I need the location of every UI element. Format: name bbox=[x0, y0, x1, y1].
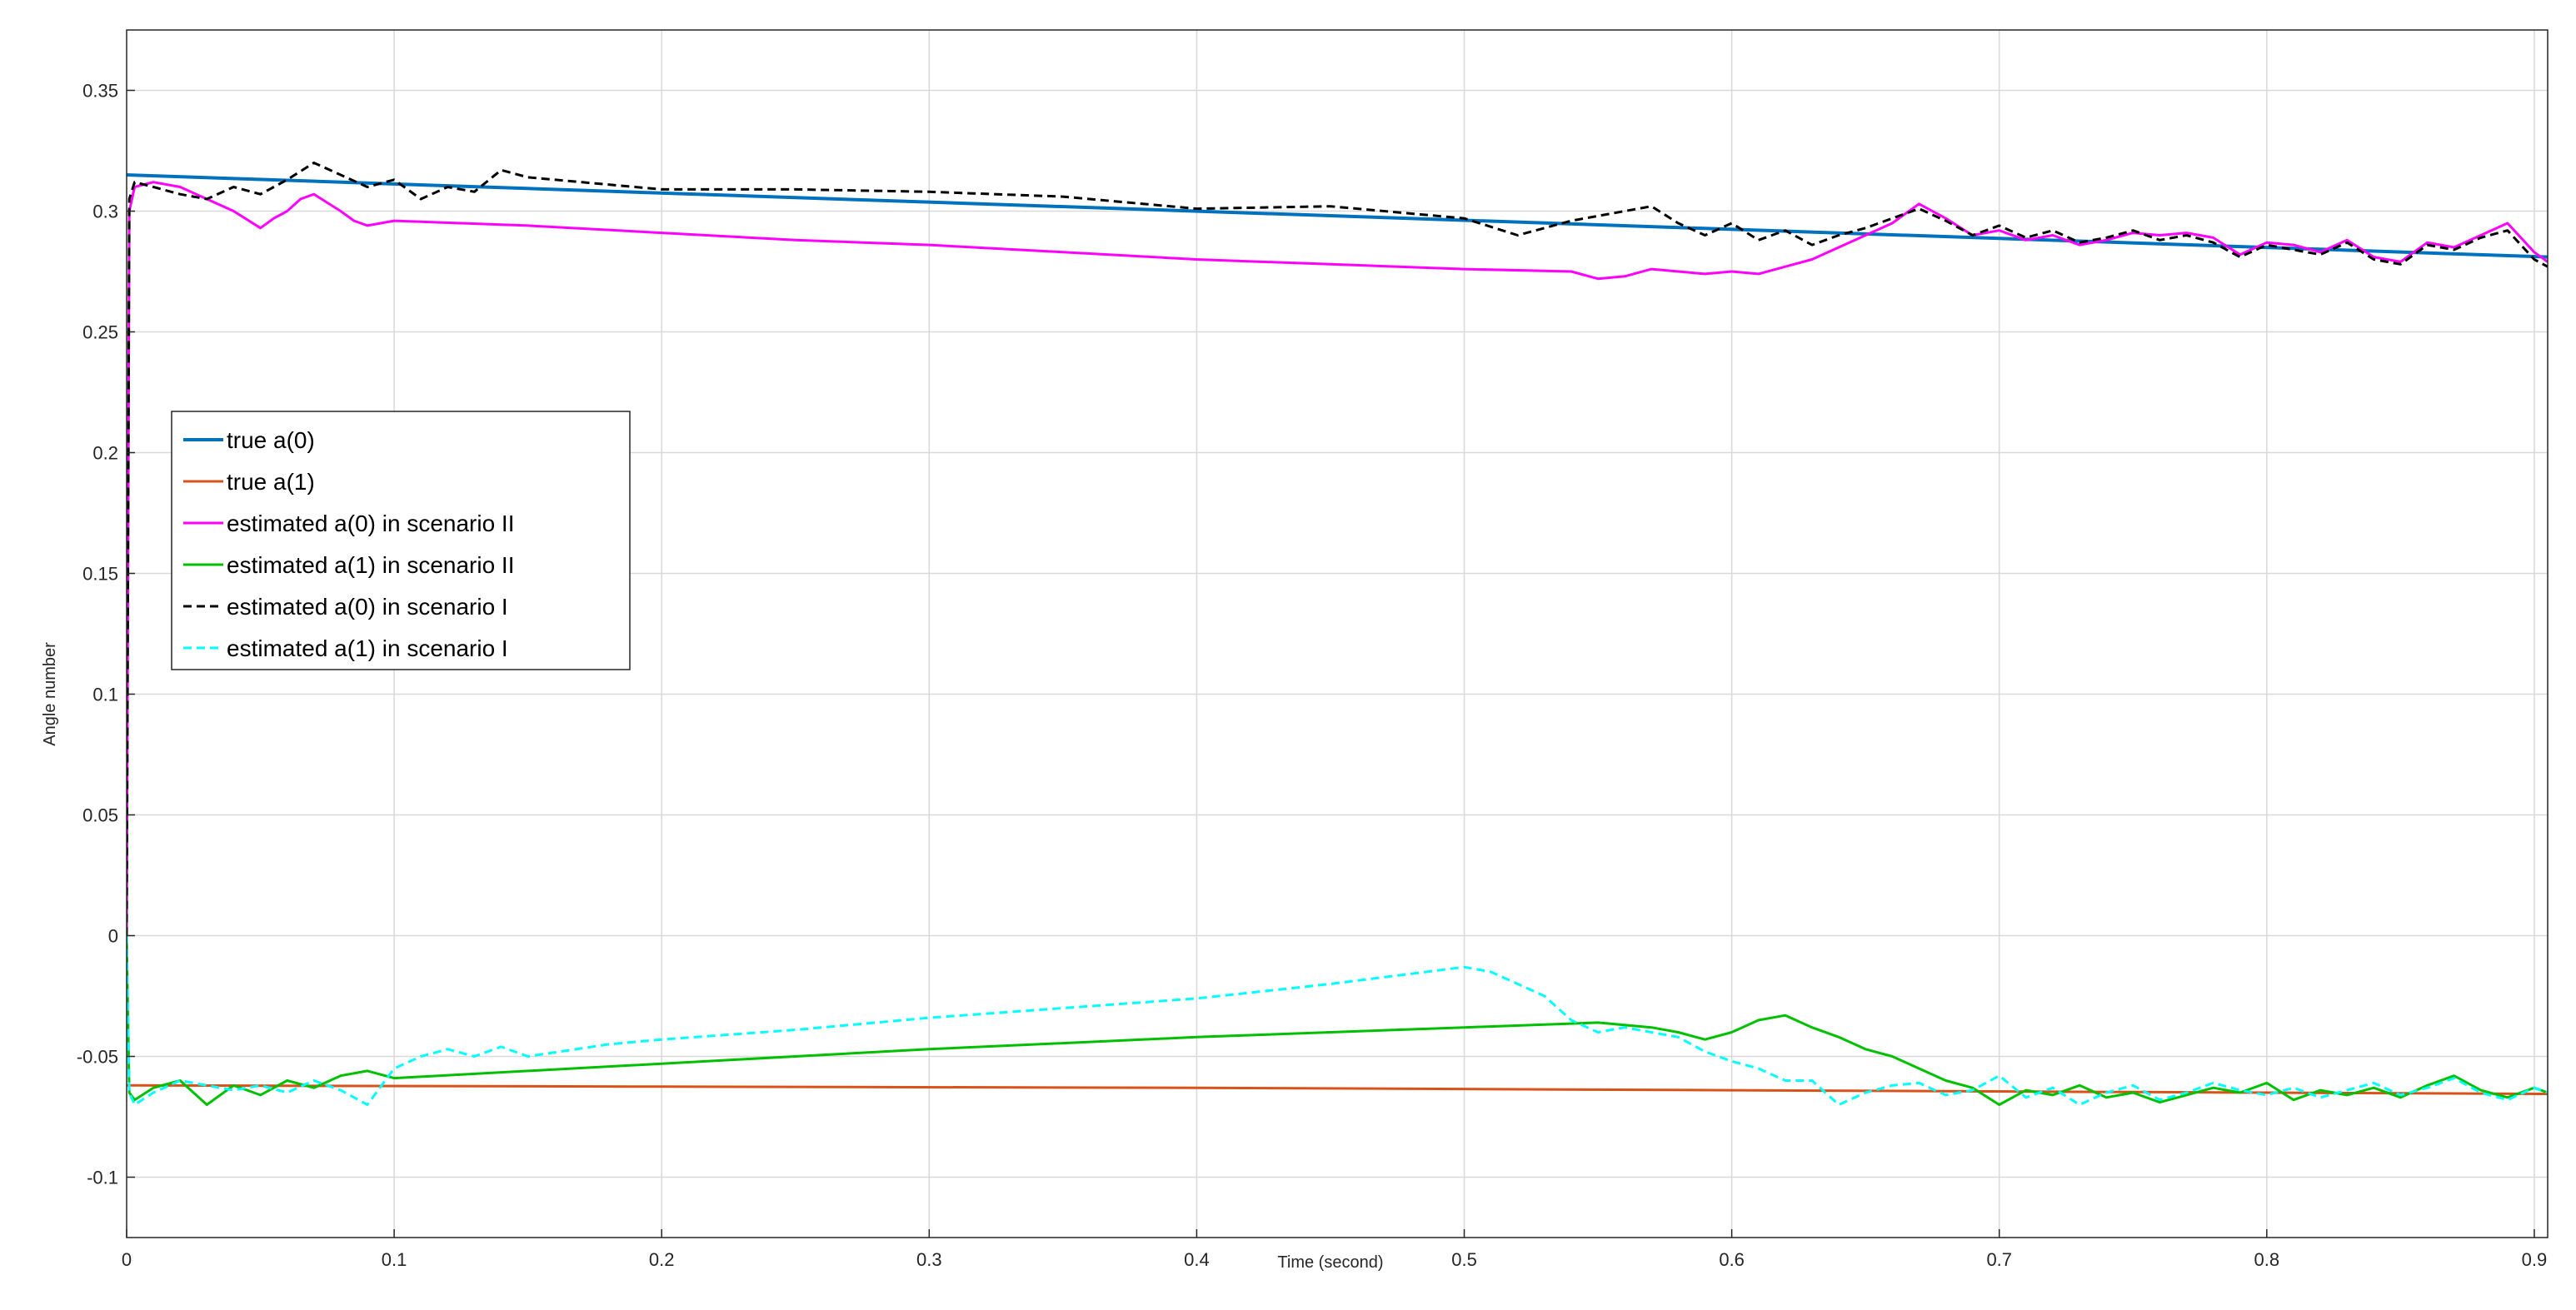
y-tick-label: 0.25 bbox=[82, 322, 118, 343]
y-tick-label: 0.35 bbox=[82, 81, 118, 102]
y-tick-label: 0.3 bbox=[92, 202, 118, 222]
series-line-4 bbox=[127, 162, 2548, 936]
y-tick-label: -0.1 bbox=[87, 1168, 118, 1188]
x-tick-label: 0 bbox=[122, 1249, 132, 1270]
x-tick-label: 0.4 bbox=[1184, 1249, 1210, 1270]
x-tick-label: 0.9 bbox=[2522, 1249, 2548, 1270]
x-axis-label: Time (second) bbox=[1277, 1253, 1383, 1272]
legend-label: estimated a(0) in scenario II bbox=[227, 511, 515, 536]
x-tick-label: 0.5 bbox=[1451, 1249, 1477, 1270]
y-axis-label: Angle number bbox=[41, 642, 59, 746]
legend-label: true a(1) bbox=[227, 469, 315, 495]
x-tick-label: 0.3 bbox=[916, 1249, 942, 1270]
legend-label: estimated a(0) in scenario I bbox=[227, 594, 508, 620]
legend-box bbox=[171, 411, 631, 670]
y-tick-label: 0.15 bbox=[82, 564, 118, 585]
x-tick-label: 0.8 bbox=[2254, 1249, 2280, 1270]
x-tick-label: 0.6 bbox=[1719, 1249, 1745, 1270]
tick-labels: 0 0.1 0.2 0.3 0.4 0.5 0.6 0.7 0.8 0.9 -0.1 -0.05 0 0.… bbox=[77, 81, 2547, 1271]
y-tick-label: 0.05 bbox=[82, 805, 118, 826]
legend-label: estimated a(1) in scenario I bbox=[227, 635, 508, 661]
x-tick-label: 0.1 bbox=[382, 1249, 407, 1270]
y-tick-label: 0.2 bbox=[92, 443, 118, 464]
grid bbox=[127, 30, 2548, 1238]
y-tick-label: 0.1 bbox=[92, 685, 118, 705]
series-layer bbox=[127, 162, 2548, 1106]
legend-label: true a(0) bbox=[227, 427, 315, 453]
series-line-0 bbox=[127, 173, 2548, 259]
x-tick-label: 0.2 bbox=[649, 1249, 675, 1270]
series-line-2 bbox=[127, 181, 2548, 936]
x-tick-label: 0.7 bbox=[1986, 1249, 2012, 1270]
y-tick-label: 0 bbox=[108, 926, 118, 947]
plot-frame bbox=[126, 29, 2549, 1238]
series-line-5 bbox=[127, 935, 2548, 1106]
legend-label: estimated a(1) in scenario II bbox=[227, 552, 515, 578]
legend: true a(0) true a(1) estimated a(0) in scen… bbox=[171, 411, 631, 670]
y-tick-label: -0.05 bbox=[77, 1047, 118, 1068]
